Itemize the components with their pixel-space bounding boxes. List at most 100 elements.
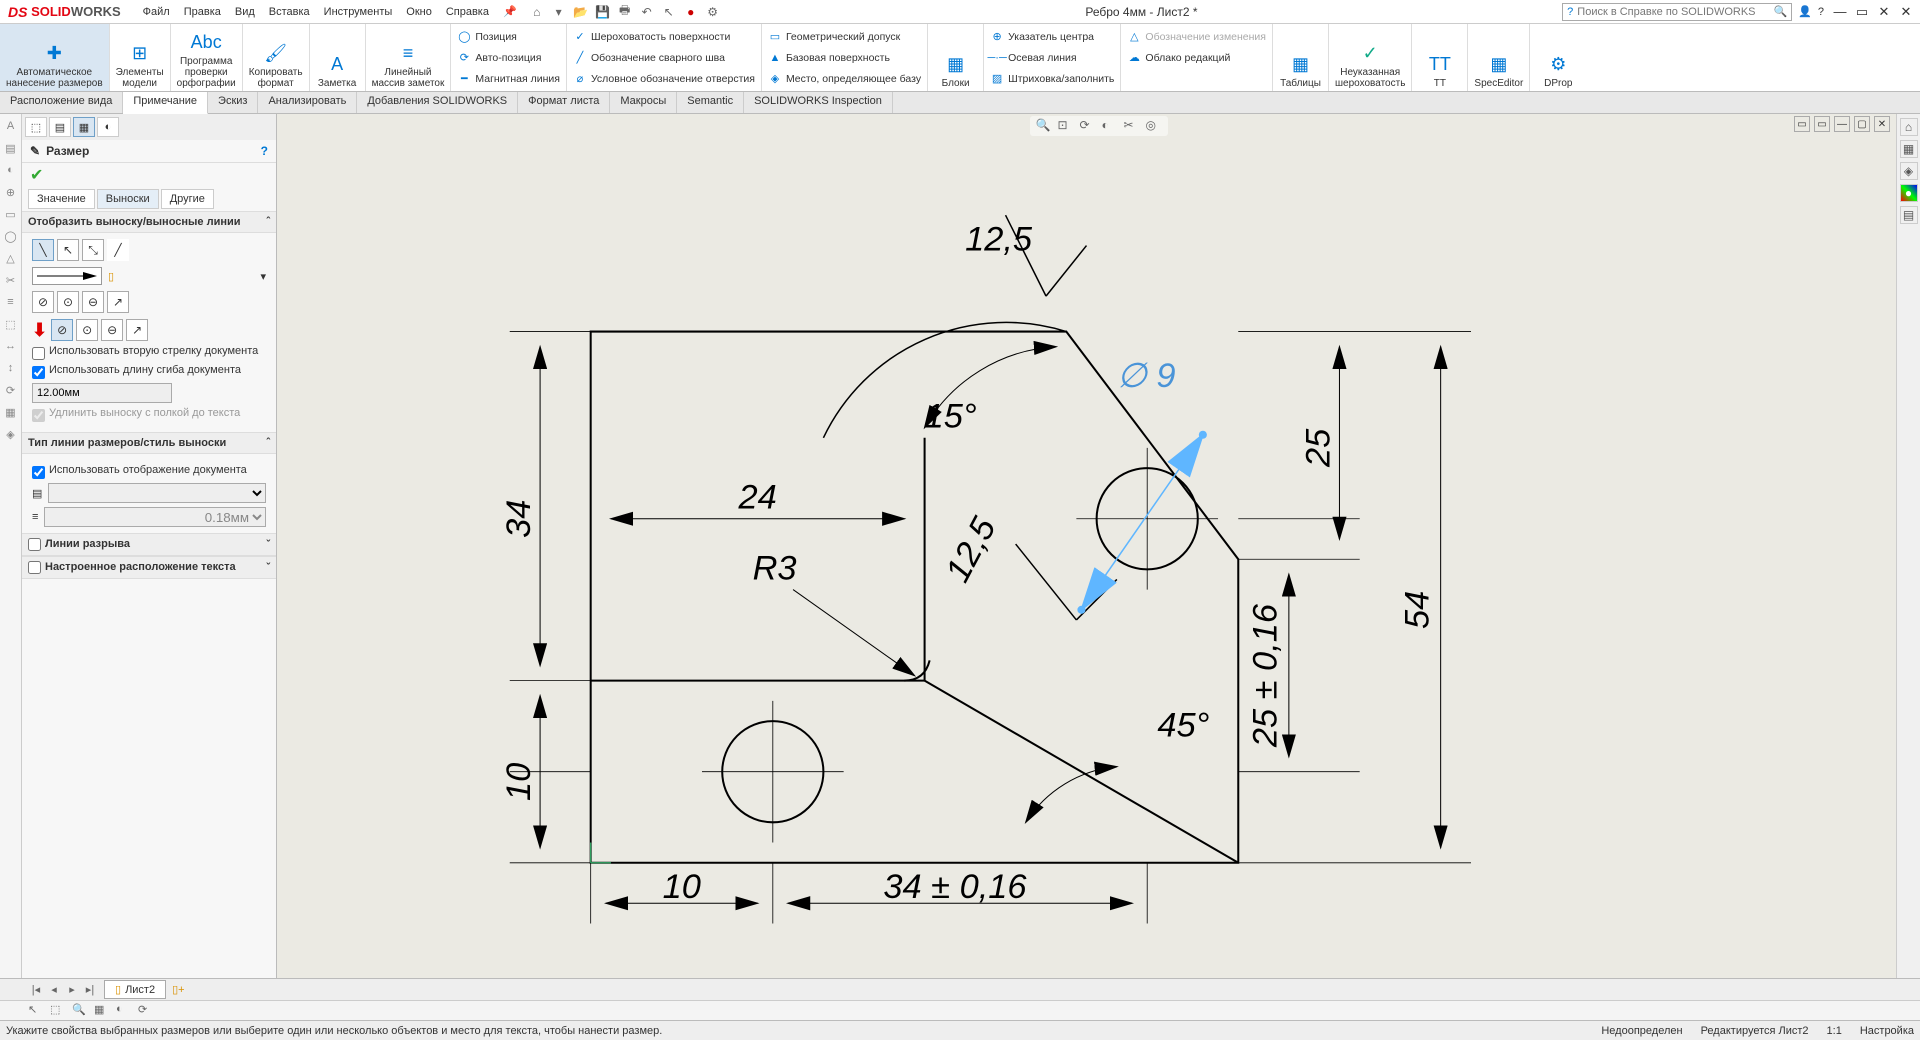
lt-icon-5[interactable]: ▭ xyxy=(3,206,19,222)
ribbon-centerline[interactable]: ─·─Осевая линия xyxy=(990,48,1114,68)
rb-orient-icon[interactable]: ◈ xyxy=(1900,162,1918,180)
ribbon-rev-cloud[interactable]: ☁Облако редакций xyxy=(1127,48,1266,68)
rb-appearance-icon[interactable]: ● xyxy=(1900,184,1918,202)
dimtype-5[interactable]: ⊘ xyxy=(51,319,73,341)
arrow-dropdown[interactable]: ▾ xyxy=(260,270,266,283)
save-icon[interactable]: 💾 xyxy=(595,4,611,20)
pm-subtab-other[interactable]: Другие xyxy=(161,189,214,209)
rtab-analyze[interactable]: Анализировать xyxy=(258,92,357,113)
rtab-semantic[interactable]: Semantic xyxy=(677,92,744,113)
print-icon[interactable]: 🖶 xyxy=(617,4,633,20)
sheet-last-icon[interactable]: ▸| xyxy=(82,983,98,996)
lt-icon-15[interactable]: ◈ xyxy=(3,426,19,442)
linestyle-select[interactable] xyxy=(48,483,266,503)
chk-extend-leader[interactable]: Удлинить выноску с полкой до текста xyxy=(32,407,266,422)
leader-btn-1[interactable]: ╲ xyxy=(32,239,54,261)
rtab-annotation[interactable]: Примечание xyxy=(123,92,208,114)
dimtype-4[interactable]: ↗ xyxy=(107,291,129,313)
dim-diam-9[interactable]: ∅ 9 xyxy=(1117,357,1176,395)
rtab-sheetformat[interactable]: Формат листа xyxy=(518,92,610,113)
lt-icon-2[interactable]: ▤ xyxy=(3,140,19,156)
pm-confirm-button[interactable]: ✔ xyxy=(22,163,276,187)
lt-icon-8[interactable]: ✂ xyxy=(3,272,19,288)
dim-rough-12-5-top[interactable]: 12,5 xyxy=(965,221,1033,259)
ribbon-hole[interactable]: ⌀Условное обозначение отверстия xyxy=(573,69,755,89)
ribbon-spellcheck[interactable]: Abc Программа проверки орфографии xyxy=(171,24,243,91)
dim-r3[interactable]: R3 xyxy=(753,549,797,587)
status-scale[interactable]: 1:1 xyxy=(1827,1025,1842,1037)
rebuild-icon[interactable]: ● xyxy=(683,4,699,20)
ribbon-hatch[interactable]: ▨Штриховка/заполнить xyxy=(990,69,1114,89)
ribbon-weld[interactable]: ╱Обозначение сварного шва xyxy=(573,48,755,68)
help-icon[interactable]: ? xyxy=(1818,6,1824,18)
dim-10h[interactable]: 10 xyxy=(663,868,701,906)
dim-15deg[interactable]: 15° xyxy=(925,398,977,436)
ribbon-blocks[interactable]: ▦ Блоки xyxy=(928,24,984,91)
user-icon[interactable]: 👤 xyxy=(1798,5,1812,18)
pm-section-textpos-h[interactable]: Настроенное расположение текстаˇ xyxy=(22,556,276,579)
pm-tab-property[interactable]: ▦ xyxy=(73,117,95,137)
dimtype-6[interactable]: ⊙ xyxy=(76,319,98,341)
menu-insert[interactable]: Вставка xyxy=(269,6,310,18)
ribbon-dprop[interactable]: ⚙ DProp xyxy=(1530,24,1586,91)
bt-icon-2[interactable]: ⬚ xyxy=(50,1003,66,1019)
ribbon-model-items[interactable]: ⊞ Элементы модели xyxy=(110,24,171,91)
rtab-layout[interactable]: Расположение вида xyxy=(0,92,123,113)
dim-45deg[interactable]: 45° xyxy=(1157,706,1209,744)
lt-icon-6[interactable]: ◯ xyxy=(3,228,19,244)
dim-34tol[interactable]: 34 ± 0,16 xyxy=(883,868,1027,906)
menu-help[interactable]: Справка xyxy=(446,6,489,18)
arrow-preview[interactable] xyxy=(32,267,102,285)
dim-54[interactable]: 54 xyxy=(1399,591,1437,629)
dim-rough-12-5-low[interactable]: 12,5 xyxy=(939,511,1004,589)
help-search-input[interactable]: ? Поиск в Справке по SOLIDWORKS 🔍 xyxy=(1562,3,1792,21)
sheet-tab-active[interactable]: ▯ Лист2 xyxy=(104,980,166,999)
lt-icon-3[interactable]: ◐ xyxy=(3,162,19,178)
rtab-sketch[interactable]: Эскиз xyxy=(208,92,258,113)
pm-section-break-h[interactable]: Линии разрываˇ xyxy=(22,533,276,556)
chk-doc-bend[interactable]: Использовать длину сгиба документа xyxy=(32,364,266,379)
bt-icon-3[interactable]: 🔍 xyxy=(72,1003,88,1019)
bt-icon-6[interactable]: ⟳ xyxy=(138,1003,154,1019)
dimtype-7[interactable]: ⊖ xyxy=(101,319,123,341)
lt-icon-13[interactable]: ⟳ xyxy=(3,382,19,398)
ribbon-unspecified-rough[interactable]: ✓ Неуказанная шероховатость xyxy=(1329,24,1412,91)
dim-25tol[interactable]: 25 ± 0,16 xyxy=(1247,603,1285,748)
undo-icon[interactable]: ↶ xyxy=(639,4,655,20)
ribbon-linear-note[interactable]: ≡ Линейный массив заметок xyxy=(366,24,452,91)
lt-icon-10[interactable]: ⬚ xyxy=(3,316,19,332)
rtab-macros[interactable]: Макросы xyxy=(610,92,677,113)
new-icon[interactable]: ▾ xyxy=(551,4,567,20)
select-icon[interactable]: ↖ xyxy=(661,4,677,20)
menu-tools[interactable]: Инструменты xyxy=(324,6,393,18)
ribbon-autoposition[interactable]: ⟳Авто-позиция xyxy=(457,48,560,68)
bt-icon-1[interactable]: ↖ xyxy=(28,1003,44,1019)
inner-close-button[interactable]: ✕ xyxy=(1874,4,1894,20)
pm-subtab-leaders[interactable]: Выноски xyxy=(97,189,159,209)
ribbon-datum[interactable]: ◈Место, определяющее базу xyxy=(768,69,921,89)
bend-value-input[interactable] xyxy=(32,383,172,403)
menu-window[interactable]: Окно xyxy=(406,6,432,18)
dimtype-2[interactable]: ⊙ xyxy=(57,291,79,313)
lt-icon-12[interactable]: ↕ xyxy=(3,360,19,376)
leader-btn-2[interactable]: ↖ xyxy=(57,239,79,261)
ribbon-copy-format[interactable]: 🖌 Копировать формат xyxy=(243,24,310,91)
bt-icon-4[interactable]: ▦ xyxy=(94,1003,110,1019)
lineweight-select[interactable]: 0.18мм xyxy=(44,507,266,527)
pm-section-linestyle-h[interactable]: Тип линии размеров/стиль выноскиˆ xyxy=(22,432,276,454)
add-sheet-icon[interactable]: ▯+ xyxy=(172,983,184,996)
ribbon-position[interactable]: ◯Позиция xyxy=(457,27,560,47)
dim-24[interactable]: 24 xyxy=(738,479,777,517)
menu-edit[interactable]: Правка xyxy=(184,6,221,18)
lt-icon-7[interactable]: △ xyxy=(3,250,19,266)
dimtype-1[interactable]: ⊘ xyxy=(32,291,54,313)
dim-10v[interactable]: 10 xyxy=(500,763,538,801)
ribbon-base-surface[interactable]: ▲Базовая поверхность xyxy=(768,48,921,68)
lt-icon-1[interactable]: A xyxy=(3,118,19,134)
open-icon[interactable]: 📂 xyxy=(573,4,589,20)
sheet-next-icon[interactable]: ▸ xyxy=(64,983,80,996)
chk-second-arrow[interactable]: Использовать вторую стрелку документа xyxy=(32,345,266,360)
menu-pin-icon[interactable]: 📌 xyxy=(503,5,517,18)
dim-25[interactable]: 25 xyxy=(1299,428,1337,468)
ribbon-magnetic-line[interactable]: ━Магнитная линия xyxy=(457,69,560,89)
